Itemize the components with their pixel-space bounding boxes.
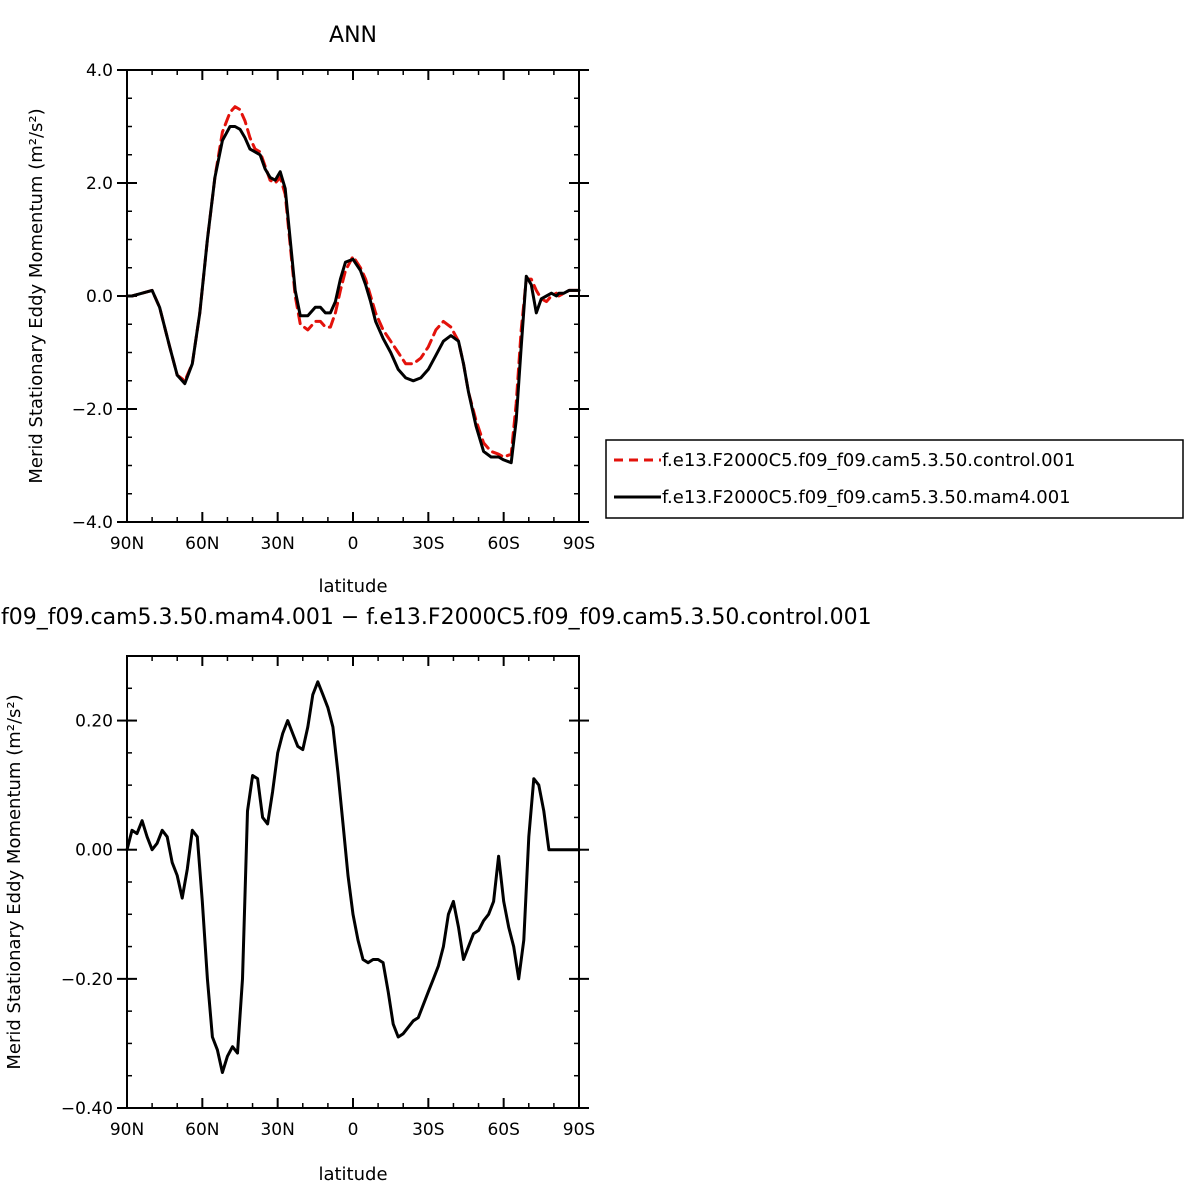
- x-tick-label: 60N: [185, 534, 219, 554]
- chart-bottom: f.e13.F2000C5.f09_f09.cam5.3.50.mam4.001…: [0, 605, 872, 1185]
- chart-top-title: ANN: [329, 23, 377, 48]
- chart-bottom-title: f.e13.F2000C5.f09_f09.cam5.3.50.mam4.001…: [0, 605, 872, 630]
- series-line-top-1: [125, 125, 581, 465]
- y-tick-label: −0.40: [61, 1099, 113, 1119]
- x-tick-label: 30S: [412, 534, 444, 554]
- x-tick-label: 90S: [563, 534, 595, 554]
- y-tick-label: 4.0: [86, 61, 113, 81]
- y-tick-label: 0.00: [75, 841, 113, 861]
- y-tick-label: −2.0: [72, 400, 113, 420]
- chart-top-ylabel: Merid Stationary Eddy Momentum (m²/s²): [26, 108, 47, 483]
- y-tick-label: 0.20: [75, 712, 113, 732]
- x-tick-label: 60N: [185, 1120, 219, 1140]
- chart-top: ANN Merid Stationary Eddy Momentum (m²/s…: [26, 23, 1184, 597]
- x-tick-label: 30N: [260, 1120, 294, 1140]
- chart-top-xlabel: latitude: [318, 576, 387, 597]
- y-tick-label: 2.0: [86, 174, 113, 194]
- chart-bottom-series: [125, 680, 581, 1074]
- chart-top-axes: 90N 60N 30N 0 30S 60S 90S 4.0 2.0 0.0 −2.0 −4.0: [72, 61, 596, 554]
- x-tick-label: 60S: [487, 1120, 519, 1140]
- plot-frame-bottom: [126, 655, 580, 1109]
- legend-label-mam4: f.e13.F2000C5.f09_f09.cam5.3.50.mam4.001: [662, 487, 1071, 508]
- y-tick-label: −4.0: [72, 513, 113, 533]
- chart-bottom-axes: 90N 60N 30N 0 30S 60S 90S 0.20 0.00 −0.20 −0.40: [61, 655, 595, 1140]
- x-tick-label: 30S: [412, 1120, 444, 1140]
- x-tick-label: 90S: [563, 1120, 595, 1140]
- x-tick-label: 90N: [110, 534, 144, 554]
- x-tick-label: 0: [348, 1120, 359, 1140]
- x-tick-label: 90N: [110, 1120, 144, 1140]
- x-tick-label: 30N: [260, 534, 294, 554]
- chart-bottom-xlabel: latitude: [318, 1164, 387, 1185]
- x-tick-label: 0: [348, 534, 359, 554]
- chart-bottom-ylabel: Merid Stationary Eddy Momentum (m²/s²): [4, 694, 25, 1069]
- y-tick-label: −0.20: [61, 970, 113, 990]
- chart-top-legend: f.e13.F2000C5.f09_f09.cam5.3.50.control.…: [605, 439, 1184, 519]
- legend-box: [605, 439, 1184, 519]
- chart-top-series: [125, 105, 581, 465]
- x-tick-label: 60S: [487, 534, 519, 554]
- series-line-bottom-0: [125, 680, 581, 1074]
- series-line-top-0: [125, 105, 581, 459]
- legend-label-control: f.e13.F2000C5.f09_f09.cam5.3.50.control.…: [662, 450, 1075, 471]
- y-tick-label: 0.0: [86, 287, 113, 307]
